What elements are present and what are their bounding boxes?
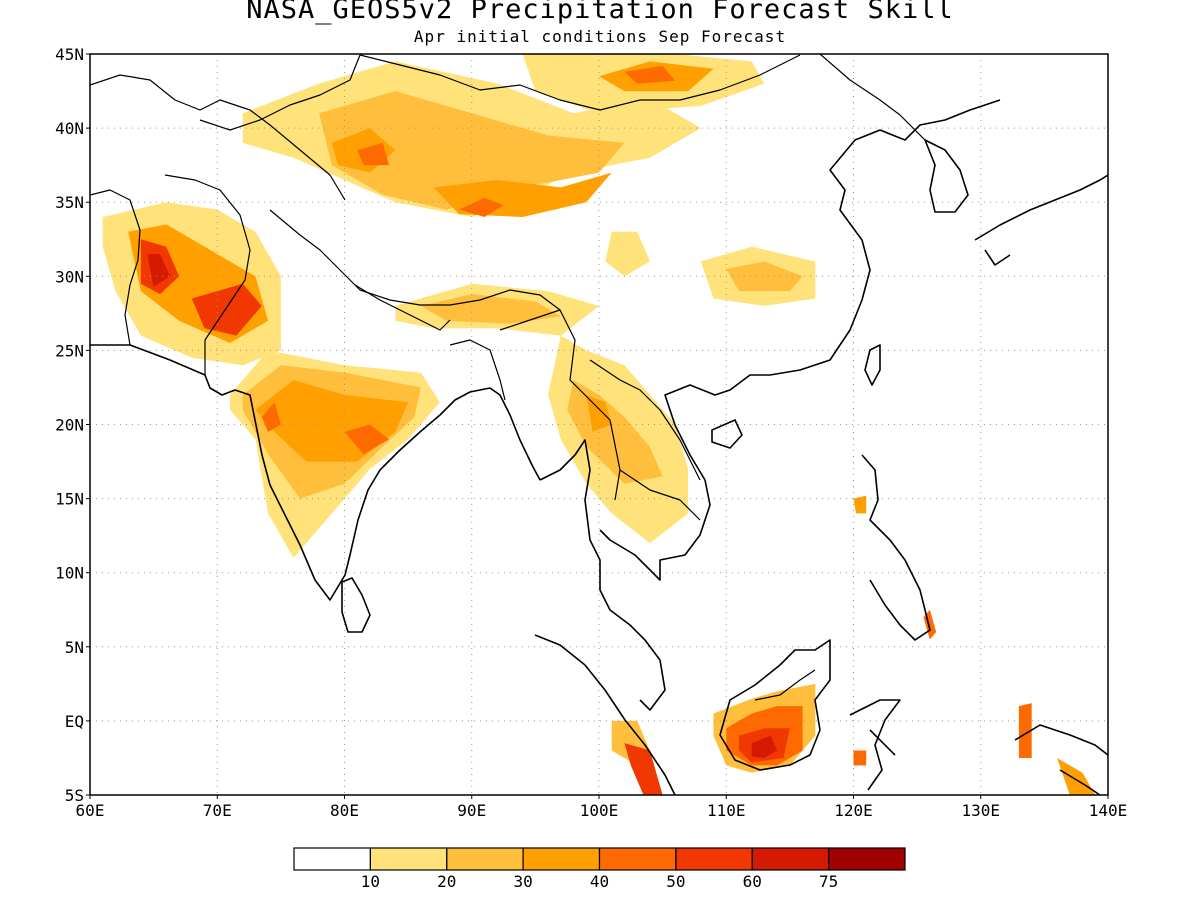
lat-tick-label: 30N — [55, 267, 84, 286]
colorbar-swatch — [369, 847, 448, 871]
coastlines — [90, 99, 1108, 795]
border-myanmar — [499, 309, 621, 501]
colorbar-swatch — [675, 847, 753, 871]
skill-region-mongolia — [624, 65, 676, 84]
colorbar: 10 20 30 40 50 60 75 — [293, 847, 906, 891]
colorbar-label: 10 — [361, 872, 380, 891]
lon-tick-label: 130E — [961, 801, 1000, 820]
border-iran-afghanistan — [90, 189, 141, 346]
lon-tick-label: 80E — [330, 801, 359, 820]
coastline-borneo — [719, 639, 831, 771]
colorbar-label: 20 — [437, 872, 456, 891]
colorbar-swatch — [446, 847, 524, 871]
colorbar-swatch — [522, 847, 601, 871]
colorbar-label: 75 — [819, 872, 838, 891]
border-borneo — [754, 669, 816, 701]
skill-region-sulawesi — [853, 750, 867, 766]
border-india-china — [269, 209, 561, 311]
lon-tick-label: 60E — [76, 801, 105, 820]
coastline-new-guinea — [1014, 724, 1108, 795]
coastline-sumatra — [534, 634, 676, 795]
coastline-indochina — [539, 99, 1001, 661]
chart-title: NASA_GEOS5v2 Precipitation Forecast Skil… — [246, 0, 954, 25]
skill-region-sumatra — [624, 743, 663, 795]
skill-region-central-china — [726, 261, 803, 292]
lat-tick-label: 40N — [55, 119, 84, 138]
coastline-hainan — [711, 419, 743, 449]
lon-tick-label: 120E — [834, 801, 873, 820]
skill-region-indochina — [586, 394, 612, 432]
skill-region-pakistan-afghanistan — [147, 254, 171, 287]
border-afghanistan-pakistan — [164, 174, 251, 375]
lon-tick-label: 70E — [203, 801, 232, 820]
lon-tick-label: 100E — [580, 801, 619, 820]
colorbar-swatch — [751, 847, 830, 871]
lon-tick-label: 90E — [457, 801, 486, 820]
lat-tick-label: 25N — [55, 341, 84, 360]
lat-tick-label: 15N — [55, 490, 84, 509]
skill-region-png — [1018, 703, 1032, 758]
lat-tick-label: 5S — [65, 786, 84, 805]
coastline-japan — [974, 174, 1108, 266]
coastline-sulawesi — [849, 699, 901, 791]
colorbar-label: 30 — [513, 872, 532, 891]
border-china-mongolia — [359, 54, 801, 111]
lat-tick-label: 45N — [55, 45, 84, 64]
lon-axis-labels: 60E 70E 80E 90E 100E 110E 120E 130E 140E — [76, 795, 1128, 820]
skill-region-india — [344, 424, 389, 455]
lat-tick-label: EQ — [65, 712, 84, 731]
border-central-asia — [90, 74, 346, 201]
colorbar-swatch — [827, 847, 906, 871]
skill-region-png — [1057, 758, 1096, 795]
lat-tick-label: 5N — [65, 638, 84, 657]
border-china-russia — [819, 54, 926, 141]
border-laos-vietnam — [589, 359, 701, 481]
colorbar-swatch — [293, 847, 372, 871]
colorbar-swatch — [598, 847, 677, 871]
skill-region-pakistan-afghanistan — [191, 283, 262, 336]
colorbar-label: 40 — [590, 872, 609, 891]
colorbar-label: 50 — [666, 872, 685, 891]
skill-shading — [102, 54, 1096, 795]
skill-region-central-china — [605, 231, 650, 277]
skill-region-borneo — [751, 735, 778, 758]
lat-axis-labels: 45N 40N 35N 30N 25N 20N 15N 10N 5N EQ 5S — [55, 45, 90, 805]
border-thailand-cambodia — [619, 469, 701, 521]
skill-region-philippines — [853, 495, 867, 514]
lat-tick-label: 10N — [55, 564, 84, 583]
lon-tick-label: 110E — [707, 801, 746, 820]
border-bangladesh — [449, 339, 506, 401]
coastline-sri-lanka — [341, 577, 371, 633]
lat-tick-label: 20N — [55, 416, 84, 435]
lon-tick-label: 140E — [1089, 801, 1128, 820]
lat-tick-label: 35N — [55, 193, 84, 212]
coastline-taiwan — [864, 344, 881, 386]
colorbar-label: 60 — [743, 872, 762, 891]
coastline-india — [90, 344, 541, 601]
chart-subtitle: Apr initial conditions Sep Forecast — [413, 27, 787, 46]
skill-region-tibet — [420, 294, 561, 324]
skill-region-tarim-mongolia — [357, 142, 389, 166]
border-nepal — [354, 284, 451, 331]
country-borders — [90, 54, 926, 701]
coastline-korea — [924, 139, 969, 213]
coastline-philippines — [861, 454, 931, 641]
border-kazakh-china — [199, 54, 361, 131]
